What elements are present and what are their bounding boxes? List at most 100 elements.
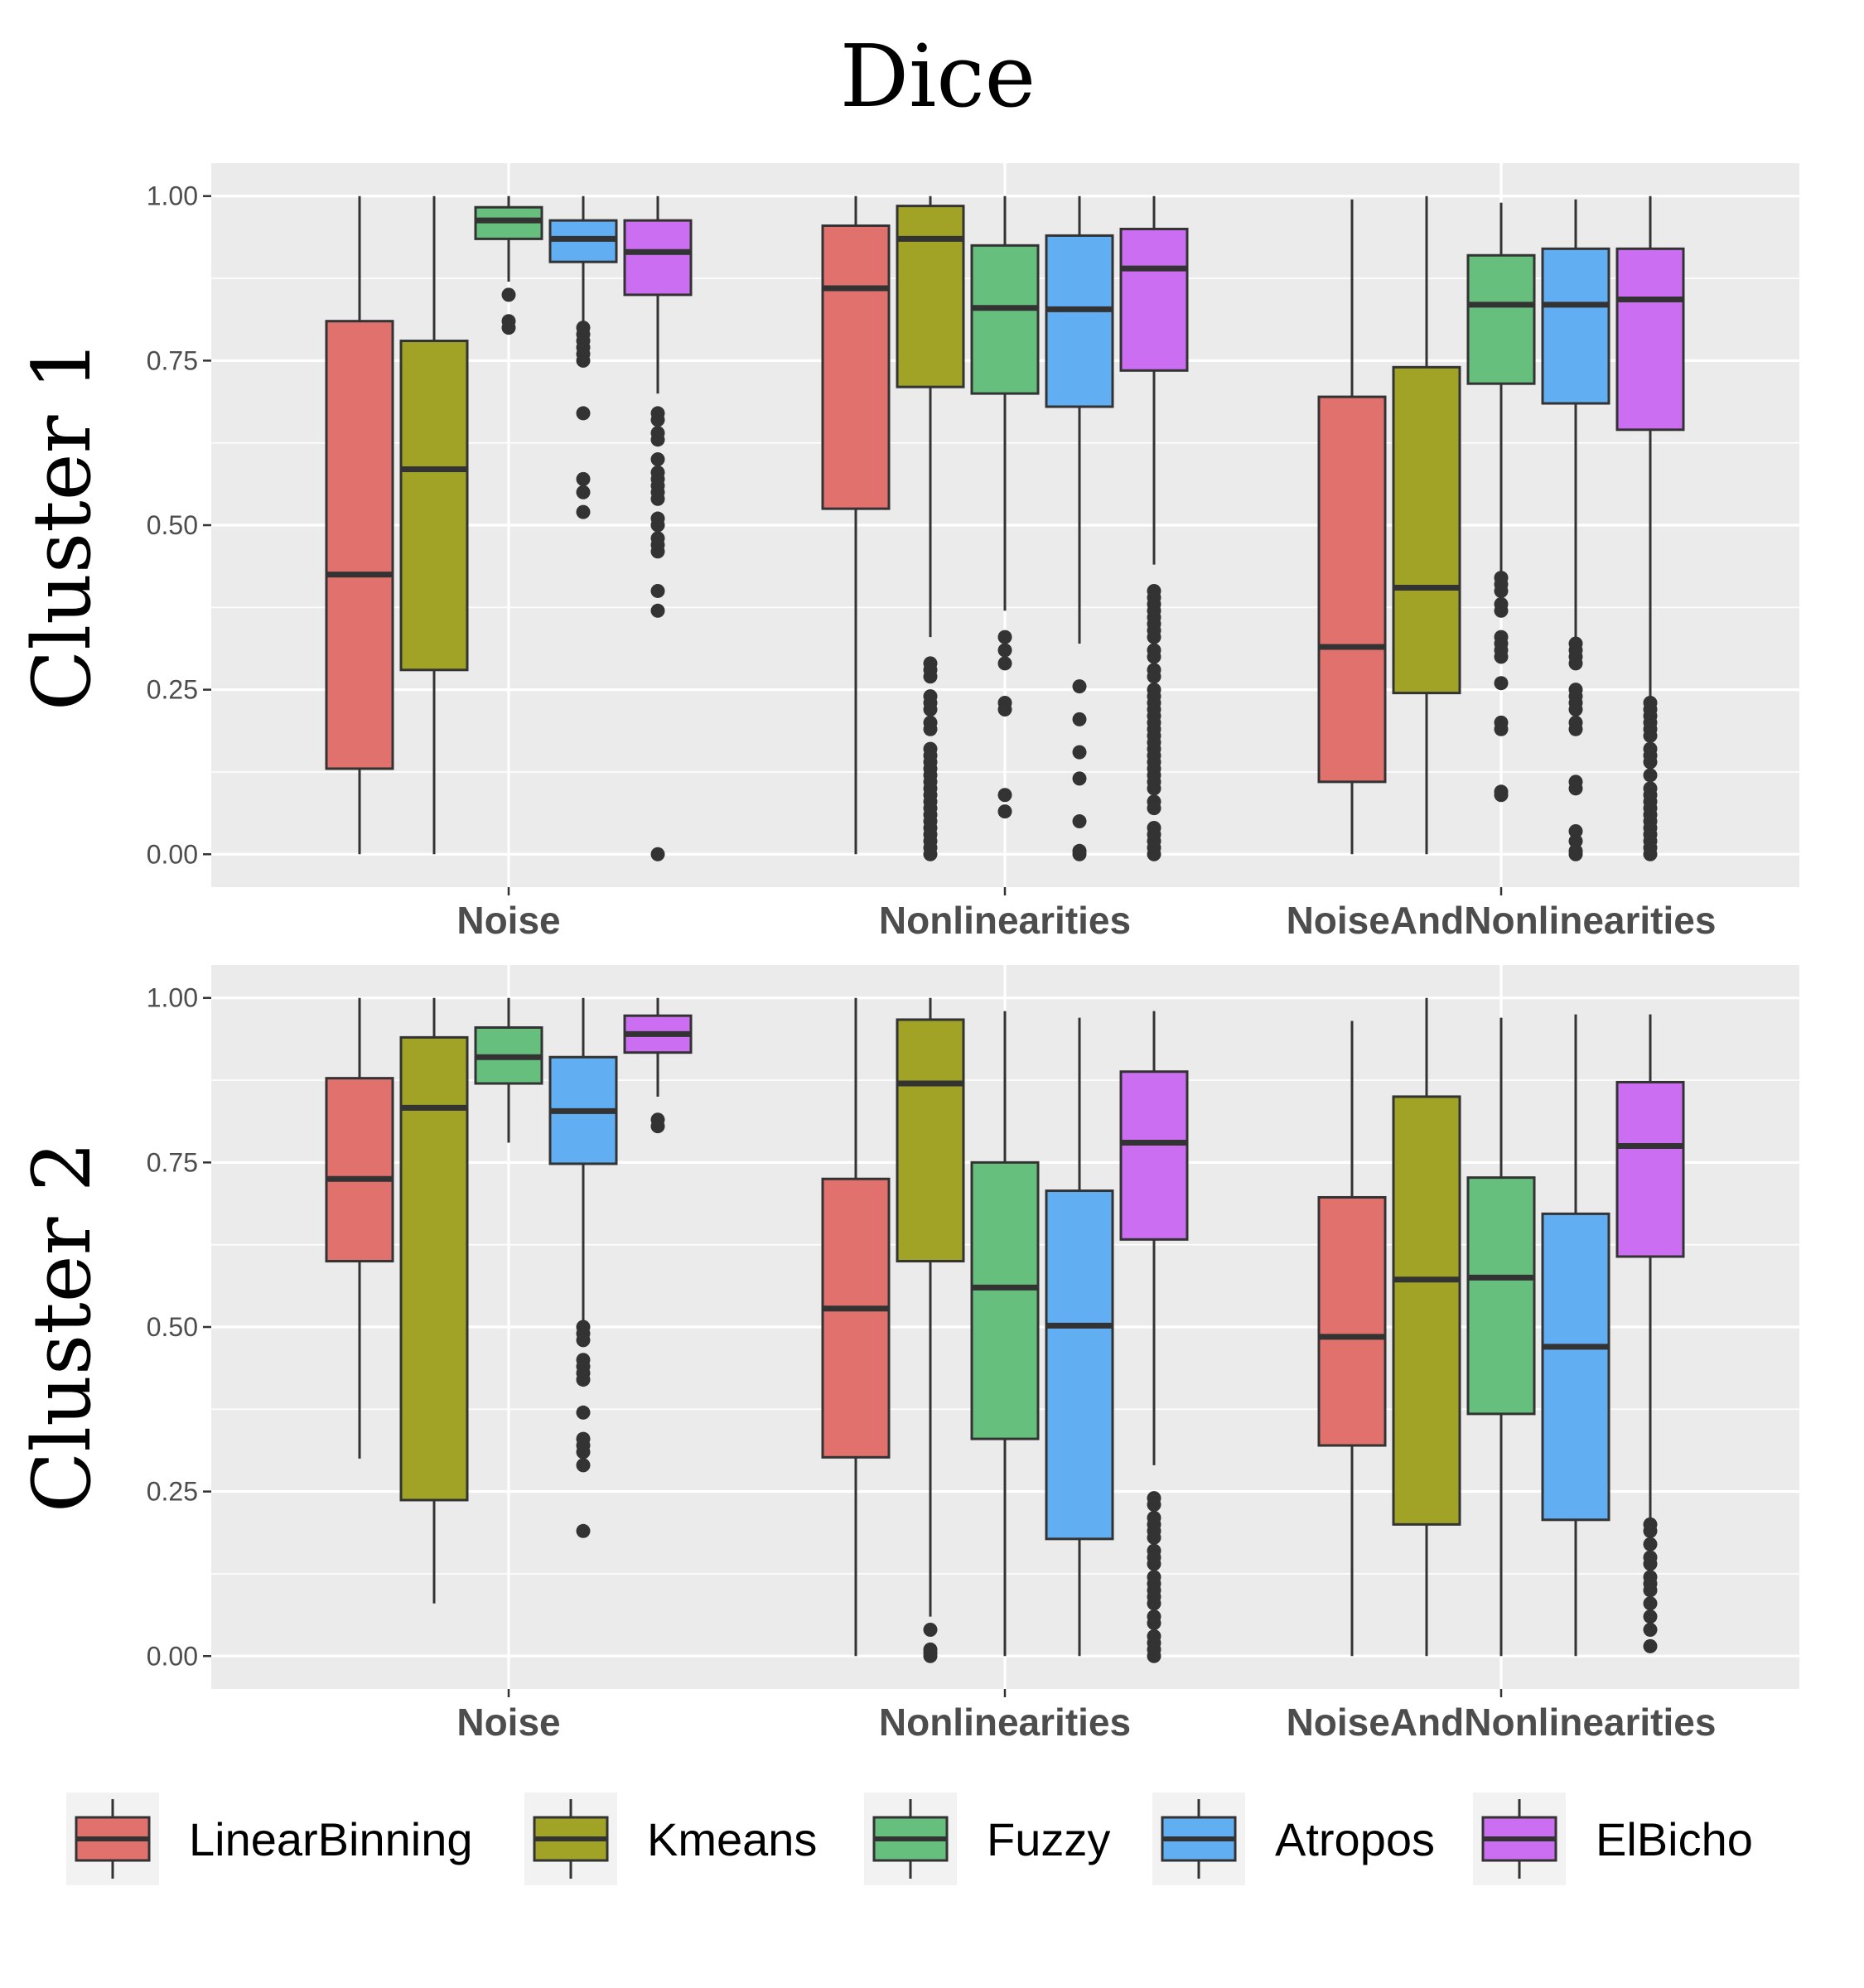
legend-item-linearbinning: LinearBinning: [66, 1793, 472, 1885]
y-tick-label: 1.00: [147, 983, 198, 1013]
outlier-point: [1072, 814, 1087, 829]
box-fuzzy: [1466, 202, 1536, 803]
outlier-point: [1147, 1648, 1161, 1663]
x-tick-label: Noise: [456, 899, 560, 942]
outlier-point: [997, 643, 1012, 658]
chart-title: Dice: [840, 26, 1036, 127]
y-axis: 1.00 0.75 0.50 0.25 0.00: [147, 181, 211, 869]
box-linearbinning: [1317, 199, 1387, 855]
box-elbicho: [1119, 195, 1189, 861]
box-iqr: [821, 224, 891, 510]
box-kmeans: [1392, 997, 1461, 1657]
outlier-point: [1643, 1523, 1658, 1538]
legend-label: Fuzzy: [987, 1813, 1110, 1865]
outlier-point: [650, 413, 665, 427]
outlier-point: [1494, 676, 1509, 691]
outlier-point: [1147, 847, 1161, 861]
box-iqr: [896, 205, 965, 388]
outlier-point: [650, 432, 665, 447]
outlier-point: [650, 452, 665, 467]
box-fuzzy: [1466, 1017, 1536, 1657]
outlier-point: [1568, 823, 1583, 838]
box-iqr: [970, 1160, 1040, 1440]
box-iqr: [1541, 1212, 1610, 1522]
box-linearbinning: [325, 195, 394, 855]
outlier-point: [1643, 1537, 1658, 1551]
x-tick-label: NoiseAndNonlinearities: [1287, 1701, 1717, 1744]
outlier-point: [1568, 833, 1583, 848]
outlier-point: [923, 847, 938, 861]
outlier-point: [576, 406, 591, 421]
outlier-point: [1643, 1556, 1658, 1571]
box-linearbinning: [325, 997, 394, 1459]
outlier-point: [576, 504, 591, 519]
box-elbicho: [1615, 195, 1685, 861]
boxes: [325, 997, 1685, 1663]
outlier-point: [1568, 847, 1583, 861]
legend-label: Atropos: [1275, 1813, 1435, 1865]
outlier-point: [997, 804, 1012, 819]
panel-label: Cluster 1: [16, 340, 109, 711]
outlier-point: [576, 1445, 591, 1460]
legend-item-atropos: Atropos: [1152, 1793, 1435, 1885]
x-tick-label: Nonlinearities: [879, 899, 1131, 942]
box-fuzzy: [474, 195, 543, 335]
boxes: [325, 195, 1685, 861]
outlier-point: [1494, 583, 1509, 598]
y-tick-label: 0.75: [147, 1147, 198, 1177]
outlier-point: [923, 1648, 938, 1663]
outlier-point: [650, 544, 665, 559]
legend-item-kmeans: Kmeans: [524, 1793, 817, 1885]
outlier-point: [1643, 755, 1658, 770]
box-atropos: [548, 195, 618, 519]
box-fuzzy: [474, 997, 543, 1143]
box-kmeans: [896, 997, 965, 1663]
outlier-point: [650, 1119, 665, 1134]
box-kmeans: [399, 195, 469, 855]
x-tick-label: NoiseAndNonlinearities: [1287, 899, 1717, 942]
outlier-point: [923, 669, 938, 684]
outlier-point: [1072, 712, 1087, 726]
outlier-point: [576, 1458, 591, 1473]
outlier-point: [923, 1622, 938, 1637]
outlier-point: [1494, 649, 1509, 664]
panel-cluster-1: 1.00 0.75 0.50 0.25 0.00 Noise Nonlinearitie…: [16, 163, 1799, 942]
box-atropos: [548, 997, 618, 1538]
outlier-point: [1643, 1583, 1658, 1598]
box-elbicho: [1119, 1011, 1189, 1663]
box-atropos: [1541, 1014, 1610, 1657]
outlier-point: [1643, 728, 1658, 743]
outlier-point: [1643, 1609, 1658, 1624]
outlier-point: [1147, 1596, 1161, 1611]
box-linearbinning: [821, 997, 891, 1657]
outlier-point: [1568, 781, 1583, 796]
legend: LinearBinning Kmeans Fuzzy Atropos ElBicho: [66, 1793, 1753, 1885]
outlier-point: [1072, 771, 1087, 786]
legend-label: Kmeans: [647, 1813, 817, 1865]
box-iqr: [1615, 1080, 1685, 1258]
outlier-point: [501, 321, 516, 335]
box-kmeans: [399, 997, 469, 1604]
y-tick-label: 0.50: [147, 510, 198, 540]
outlier-point: [1147, 649, 1161, 664]
box-elbicho: [1615, 1014, 1685, 1653]
box-atropos: [1045, 1017, 1114, 1657]
box-elbicho: [623, 195, 693, 861]
box-iqr: [1317, 1195, 1387, 1447]
outlier-point: [650, 518, 665, 533]
legend-label: LinearBinning: [189, 1813, 472, 1865]
outlier-point: [997, 656, 1012, 671]
y-tick-label: 0.00: [147, 1641, 198, 1671]
outlier-point: [576, 1523, 591, 1538]
outlier-point: [1494, 788, 1509, 803]
panel-cluster-2: 1.00 0.75 0.50 0.25 0.00 Noise Nonlinearitie…: [16, 965, 1799, 1744]
outlier-point: [1147, 781, 1161, 796]
outlier-point: [1072, 847, 1087, 861]
outlier-point: [1568, 702, 1583, 717]
outlier-point: [1147, 1616, 1161, 1631]
y-tick-label: 1.00: [147, 181, 198, 211]
outlier-point: [1643, 1638, 1658, 1653]
x-axis: Noise Nonlinearities NoiseAndNonlinearit…: [456, 899, 1716, 942]
outlier-point: [1147, 630, 1161, 644]
box-iqr: [1119, 227, 1189, 372]
